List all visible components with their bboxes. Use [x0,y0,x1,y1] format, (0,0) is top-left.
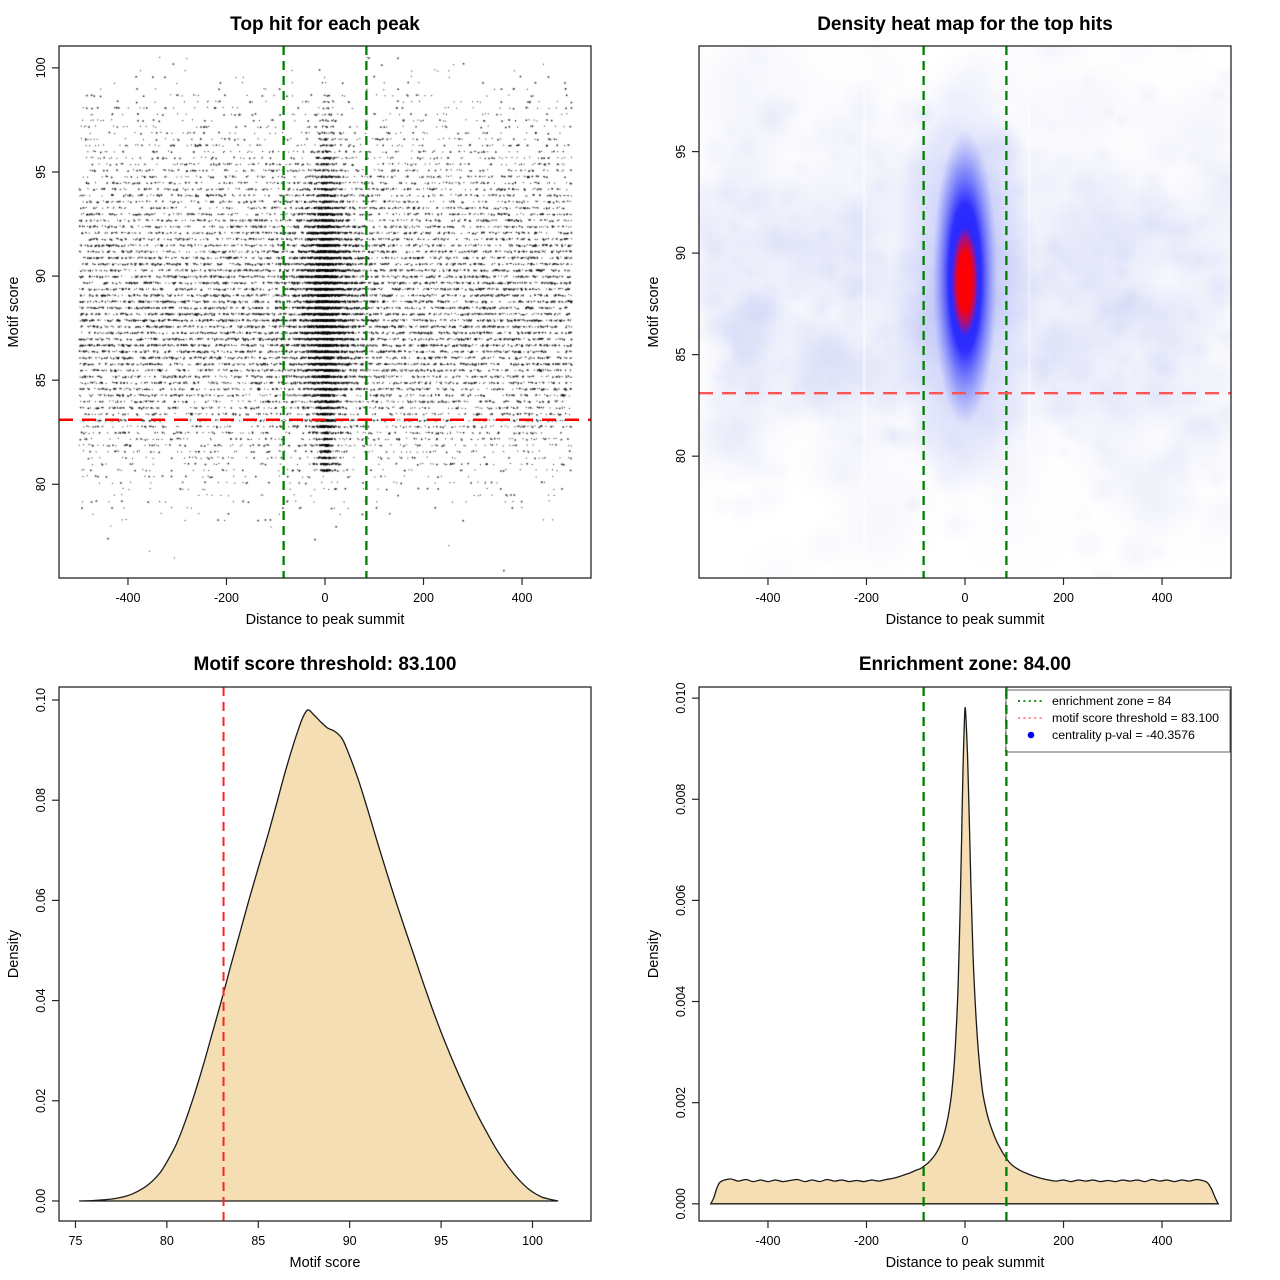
x-axis-label: Distance to peak summit [246,612,405,628]
x-tick-label: 0 [962,1234,969,1248]
y-tick-label: 85 [34,373,48,387]
x-tick-label: 400 [1152,1234,1173,1248]
distance-density-plot: enrichment zone = 84 motif score threshol… [646,654,1232,1271]
y-tick-label: 100 [34,57,48,78]
x-tick-label: -200 [854,1234,879,1248]
y-axis-label: Density [6,929,22,978]
y-tick-label: 0.06 [34,888,48,912]
y-tick-label: 90 [674,246,688,260]
y-tick-label: 80 [34,477,48,491]
x-tick-label: -200 [854,591,879,605]
centrality-pval-legend-dot [1027,731,1035,739]
plot-title: Enrichment zone: 84.00 [859,654,1071,675]
x-tick-label: 80 [160,1234,174,1248]
x-tick-label: 75 [69,1234,83,1248]
scatter-points [59,46,591,578]
y-axis-label: Density [646,929,662,978]
x-tick-label: 200 [413,591,434,605]
x-axis-label: Motif score [290,1255,361,1271]
x-tick-label: 85 [251,1234,265,1248]
x-tick-label: 0 [962,591,969,605]
y-tick-label: 80 [674,449,688,463]
x-tick-label: 200 [1053,591,1074,605]
density-curve [709,706,1220,1205]
x-axis-label: Distance to peak summit [886,612,1045,628]
y-tick-label: 0.000 [674,1188,688,1219]
y-tick-label: 90 [34,269,48,283]
x-tick-label: -400 [115,591,140,605]
x-axis-label: Distance to peak summit [886,1255,1045,1271]
legend-entry-label: motif score threshold = 83.100 [1052,711,1219,725]
x-tick-label: 90 [343,1234,357,1248]
density-heatmap-image [699,46,1231,578]
y-tick-label: 0.00 [34,1189,48,1213]
motif-score-density-plot: 75 80 85 90 95 100 0.00 0.02 0.04 0.06 0.08 0.10 Mot… [6,654,592,1271]
x-tick-label: 200 [1053,1234,1074,1248]
y-tick-label: 0.002 [674,1087,688,1118]
x-tick-label: 400 [1152,591,1173,605]
y-tick-label: 95 [674,145,688,159]
x-tick-label: 0 [322,591,329,605]
y-tick-label: 95 [34,165,48,179]
y-tick-label: 0.006 [674,885,688,916]
x-tick-label: -400 [755,591,780,605]
y-tick-label: 85 [674,348,688,362]
y-tick-label: 0.008 [674,784,688,815]
plot-box [58,686,592,1222]
x-tick-label: -200 [214,591,239,605]
legend: enrichment zone = 84 motif score threshol… [1005,689,1231,753]
density-heatmap-plot: -400 -200 0 200 400 80 85 90 95 Density heat map … [646,14,1232,628]
legend-entry-label: centrality p-val = -40.3576 [1052,728,1195,742]
y-tick-label: 0.10 [34,688,48,712]
heatmap-content [699,46,1231,578]
scatter-content [59,46,591,578]
top-hit-scatter-plot: -400 -200 0 200 400 80 85 90 95 100 Top hit for ea… [6,14,592,628]
y-axis-label: Motif score [646,277,662,348]
y-tick-label: 0.04 [34,988,48,1012]
plot-title: Top hit for each peak [230,14,420,35]
panel-distance-density: enrichment zone = 84 motif score threshol… [640,640,1280,1280]
y-tick-label: 0.08 [34,788,48,812]
y-tick-label: 0.010 [674,682,688,713]
x-tick-label: 95 [434,1234,448,1248]
area-content [709,687,1220,1221]
panel-motif-score-density: 75 80 85 90 95 100 0.00 0.02 0.04 0.06 0.08 0.10 Mot… [0,640,640,1280]
y-tick-label: 0.004 [674,986,688,1017]
x-tick-label: -400 [755,1234,780,1248]
density-curve [79,709,559,1202]
panel-density-heatmap: -400 -200 0 200 400 80 85 90 95 Density heat map … [640,0,1280,640]
legend-entry-label: enrichment zone = 84 [1052,694,1172,708]
plot-title: Motif score threshold: 83.100 [194,654,457,675]
x-tick-label: 400 [512,591,533,605]
y-tick-label: 0.02 [34,1089,48,1113]
x-tick-label: 100 [522,1234,543,1248]
plot-title: Density heat map for the top hits [817,14,1113,35]
panel-top-hit-scatter: -400 -200 0 200 400 80 85 90 95 100 Top hit for ea… [0,0,640,640]
area-content [79,687,559,1221]
y-axis-label: Motif score [6,277,22,348]
